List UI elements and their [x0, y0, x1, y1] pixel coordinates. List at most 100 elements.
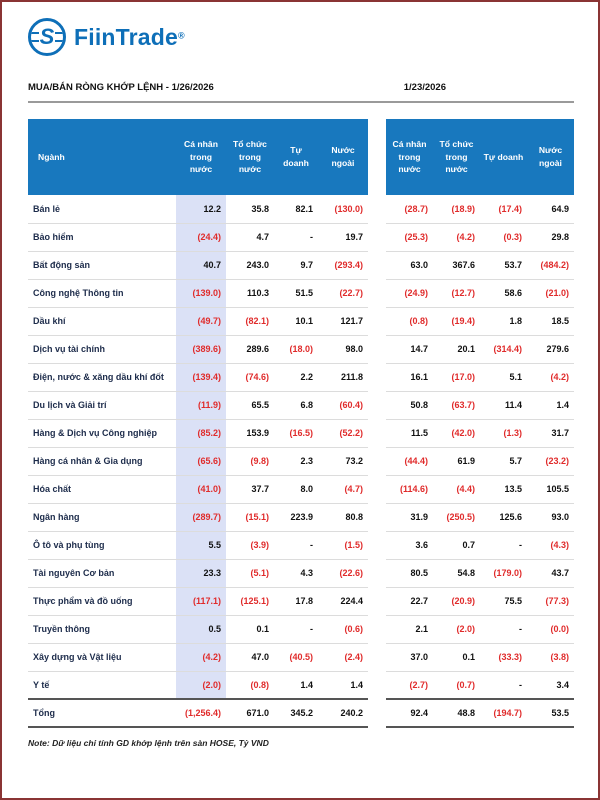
industry-cell: Công nghệ Thông tin: [28, 279, 176, 308]
total-label: Tổng: [28, 698, 176, 728]
value-cell: 35.8: [226, 195, 274, 224]
value-cell: 73.2: [318, 447, 368, 476]
value-cell: 50.8: [386, 391, 433, 420]
column-header-proprietary: Tự doanh: [480, 119, 527, 195]
total-row: 92.4 48.8 (194.7) 53.5: [386, 698, 574, 728]
value-cell: (33.3): [480, 643, 527, 672]
value-cell: -: [480, 615, 527, 644]
value-cell: (12.7): [433, 279, 480, 308]
right-table-header: Cá nhân trong nước Tổ chức trong nước Tự…: [386, 119, 574, 195]
value-cell: (1,256.4): [176, 698, 226, 728]
value-cell: 43.7: [527, 559, 574, 588]
logo-letter: S: [38, 24, 56, 49]
value-cell: (114.6): [386, 475, 433, 504]
table-row: Ô tô và phụ tùng 5.5 (3.9) - (1.5): [28, 531, 368, 560]
value-cell: 51.5: [274, 279, 318, 308]
table-row: 80.5 54.8 (179.0) 43.7: [386, 559, 574, 588]
value-cell: 0.1: [226, 615, 274, 644]
value-cell: (24.4): [176, 223, 226, 252]
left-table-body: Bán lẻ 12.2 35.8 82.1 (130.0) Bảo hiểm (24.4) 4…: [28, 195, 368, 728]
value-cell: 10.1: [274, 307, 318, 336]
brand-name: FiinTrade: [74, 23, 179, 50]
value-cell: 211.8: [318, 363, 368, 392]
value-cell: (16.5): [274, 419, 318, 448]
value-cell: 20.1: [433, 335, 480, 364]
value-cell: 5.1: [480, 363, 527, 392]
value-cell: 61.9: [433, 447, 480, 476]
value-cell: -: [274, 615, 318, 644]
brand-logo: S FiinTrade®: [28, 14, 574, 60]
value-cell: (3.8): [527, 643, 574, 672]
value-cell: (125.1): [226, 587, 274, 616]
value-cell: 92.4: [386, 698, 433, 728]
value-cell: (24.9): [386, 279, 433, 308]
industry-cell: Dầu khí: [28, 307, 176, 336]
value-cell: 75.5: [480, 587, 527, 616]
table-row: 3.6 0.7- (4.3): [386, 531, 574, 560]
value-cell: 14.7: [386, 335, 433, 364]
value-cell: 29.8: [527, 223, 574, 252]
value-cell: (4.2): [176, 643, 226, 672]
value-cell: (52.2): [318, 419, 368, 448]
value-cell: (25.3): [386, 223, 433, 252]
table-row: Xây dựng và Vật liệu (4.2) 47.0 (40.5) (2.4): [28, 643, 368, 672]
value-cell: 243.0: [226, 251, 274, 280]
value-cell: (2.0): [433, 615, 480, 644]
value-cell: 53.7: [480, 251, 527, 280]
value-cell: (3.9): [226, 531, 274, 560]
value-cell: 3.6: [386, 531, 433, 560]
value-cell: (0.0): [527, 615, 574, 644]
table-row: Điện, nước & xăng dầu khí đốt (139.4) (74.…: [28, 363, 368, 392]
value-cell: 289.6: [226, 335, 274, 364]
total-row: Tổng (1,256.4) 671.0 345.2 240.2: [28, 698, 368, 728]
table-row: Dầu khí (49.7) (82.1) 10.1 121.7: [28, 307, 368, 336]
value-cell: 80.5: [386, 559, 433, 588]
value-cell: 5.7: [480, 447, 527, 476]
value-cell: (77.3): [527, 587, 574, 616]
value-cell: 0.1: [433, 643, 480, 672]
value-cell: (0.6): [318, 615, 368, 644]
value-cell: 2.3: [274, 447, 318, 476]
value-cell: 31.7: [527, 419, 574, 448]
value-cell: -: [274, 531, 318, 560]
value-cell: 240.2: [318, 698, 368, 728]
title-bar: MUA/BÁN RÒNG KHỚP LỆNH - 1/26/2026 1/23/…: [28, 82, 574, 103]
value-cell: (4.3): [527, 531, 574, 560]
value-cell: (389.6): [176, 335, 226, 364]
value-cell: 37.7: [226, 475, 274, 504]
value-cell: (17.4): [480, 195, 527, 224]
table-row: (25.3) (4.2) (0.3) 29.8: [386, 223, 574, 252]
value-cell: 279.6: [527, 335, 574, 364]
value-cell: 1.4: [318, 671, 368, 700]
value-cell: 98.0: [318, 335, 368, 364]
value-cell: (4.2): [433, 223, 480, 252]
value-cell: 5.5: [176, 531, 226, 560]
value-cell: (28.7): [386, 195, 433, 224]
header-row: Ngành Cá nhân trong nước Tổ chức trong n…: [28, 119, 368, 195]
industry-cell: Hàng cá nhân & Gia dụng: [28, 447, 176, 476]
table-row: Bán lẻ 12.2 35.8 82.1 (130.0): [28, 195, 368, 224]
value-cell: (42.0): [433, 419, 480, 448]
value-cell: 4.3: [274, 559, 318, 588]
brand-name-wrap: FiinTrade®: [74, 24, 185, 51]
industry-cell: Bất động sản: [28, 251, 176, 280]
value-cell: (65.6): [176, 447, 226, 476]
value-cell: 121.7: [318, 307, 368, 336]
table-row: 22.7 (20.9) 75.5 (77.3): [386, 587, 574, 616]
value-cell: (2.7): [386, 671, 433, 700]
value-cell: (22.7): [318, 279, 368, 308]
left-table-header: Ngành Cá nhân trong nước Tổ chức trong n…: [28, 119, 368, 195]
value-cell: (15.1): [226, 503, 274, 532]
value-cell: -: [480, 671, 527, 700]
value-cell: 13.5: [480, 475, 527, 504]
industry-cell: Điện, nước & xăng dầu khí đốt: [28, 363, 176, 392]
value-cell: 0.5: [176, 615, 226, 644]
value-cell: 671.0: [226, 698, 274, 728]
value-cell: 2.2: [274, 363, 318, 392]
table-row: (0.8) (19.4) 1.8 18.5: [386, 307, 574, 336]
value-cell: (41.0): [176, 475, 226, 504]
industry-cell: Xây dựng và Vật liệu: [28, 643, 176, 672]
value-cell: 224.4: [318, 587, 368, 616]
table-row: 11.5 (42.0) (1.3) 31.7: [386, 419, 574, 448]
